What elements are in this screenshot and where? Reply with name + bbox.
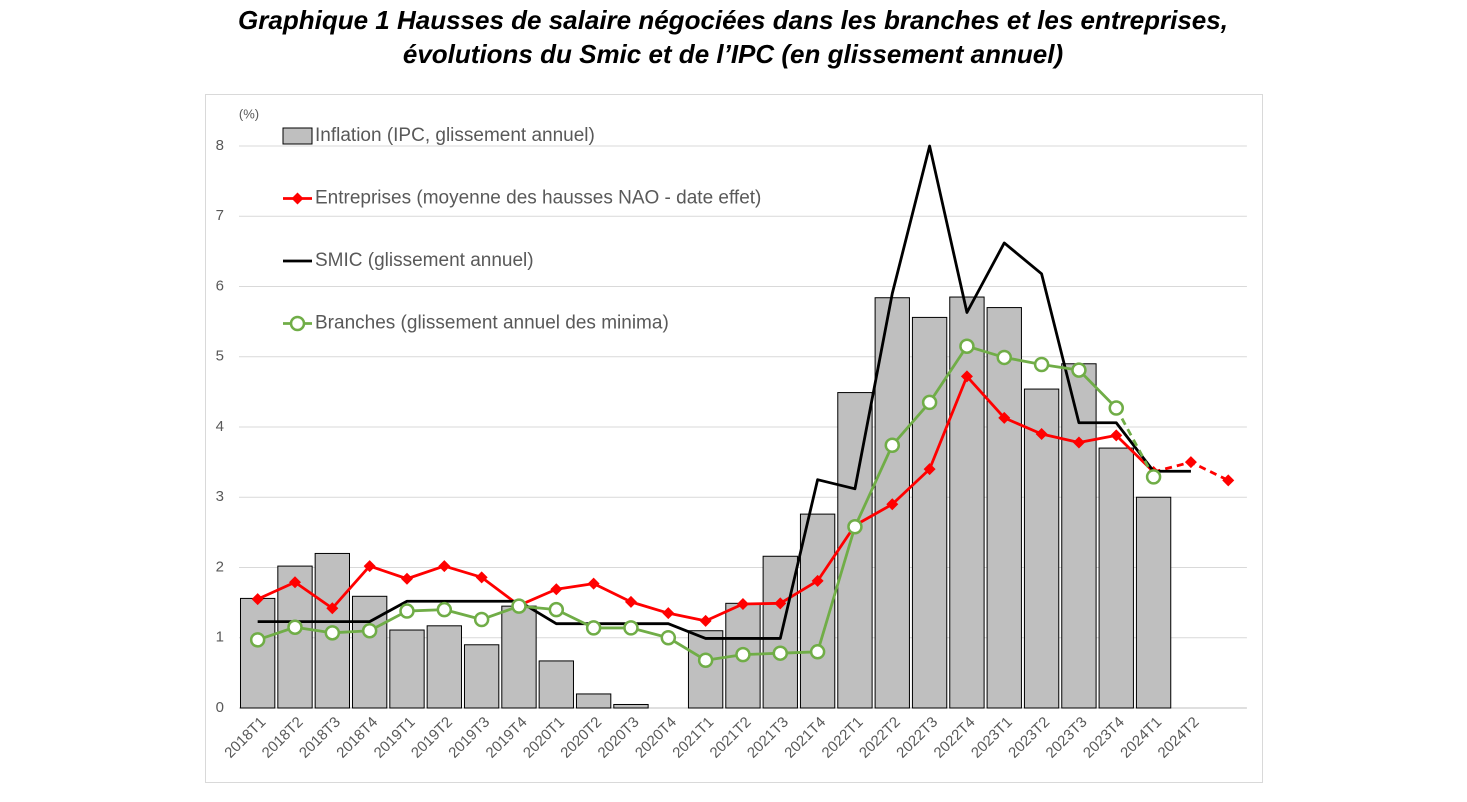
bar: [911, 316, 948, 709]
bar: [1061, 363, 1097, 709]
marker: [363, 560, 376, 573]
marker: [735, 646, 751, 663]
marker: [585, 620, 602, 636]
marker: [287, 619, 303, 635]
y-tick-label: 2: [216, 558, 224, 575]
marker: [475, 571, 488, 584]
marker: [438, 560, 451, 573]
marker: [736, 598, 749, 611]
marker: [550, 583, 563, 596]
legend-marker: [289, 315, 306, 332]
bar: [426, 625, 462, 709]
marker: [548, 601, 565, 618]
chart-subtitle: évolutions du Smic et de l’IPC (en gliss…: [403, 39, 1063, 69]
bar: [463, 644, 500, 709]
legend-swatch: [282, 127, 313, 145]
bar: [1135, 496, 1172, 709]
line-solid: [257, 144, 1191, 640]
bar: [837, 392, 873, 709]
chart-frame: [205, 94, 1263, 783]
marker: [249, 632, 266, 648]
bar: [575, 693, 612, 709]
marker: [921, 394, 938, 411]
bar: [687, 630, 724, 709]
marker: [288, 576, 301, 589]
legend-label: Branches (glissement annuel des minima): [315, 313, 669, 334]
y-tick-label: 3: [216, 488, 224, 505]
marker: [623, 620, 639, 636]
bar: [239, 597, 276, 709]
marker: [436, 601, 453, 618]
marker: [1035, 428, 1048, 441]
marker: [251, 593, 264, 606]
marker: [511, 598, 527, 614]
marker: [1145, 469, 1162, 485]
marker: [361, 622, 378, 639]
marker: [697, 652, 714, 668]
marker: [324, 625, 341, 641]
marker: [847, 519, 863, 535]
bar: [986, 307, 1022, 709]
marker: [1110, 429, 1123, 442]
marker: [1072, 436, 1085, 449]
marker: [1071, 362, 1087, 378]
marker: [624, 595, 637, 608]
marker: [886, 498, 899, 511]
marker: [772, 645, 789, 661]
y-tick-label: 1: [216, 629, 224, 646]
marker: [1108, 400, 1125, 416]
marker: [811, 574, 824, 587]
marker: [923, 463, 936, 476]
marker: [587, 577, 600, 590]
bar: [1023, 388, 1060, 709]
legend-marker: [291, 192, 304, 205]
y-tick-label: 8: [216, 137, 224, 154]
marker: [400, 572, 413, 585]
marker: [662, 607, 675, 620]
bar: [538, 660, 574, 709]
marker: [1033, 356, 1050, 373]
y-tick-label: 4: [216, 418, 224, 435]
bar: [949, 296, 985, 709]
marker: [996, 349, 1013, 366]
marker: [1184, 456, 1197, 469]
marker: [809, 644, 826, 660]
bar: [1098, 447, 1134, 709]
marker: [326, 602, 339, 615]
bar: [351, 595, 388, 709]
chart-title: Graphique 1 Hausses de salaire négociées…: [238, 5, 1228, 35]
marker: [699, 614, 712, 627]
bar: [389, 629, 425, 709]
y-axis-label: (%): [239, 106, 259, 121]
bar: [501, 605, 537, 709]
marker: [959, 338, 975, 354]
marker: [998, 411, 1011, 424]
bar: [613, 703, 649, 709]
y-tick-label: 5: [216, 348, 224, 365]
bar: [762, 555, 798, 709]
y-tick-label: 0: [216, 699, 224, 716]
line-dashed: [1115, 407, 1155, 478]
marker: [399, 603, 415, 619]
marker: [960, 370, 973, 383]
marker: [774, 597, 787, 610]
legend-label: Inflation (IPC, glissement annuel): [315, 125, 595, 146]
legend-label: Entreprises (moyenne des hausses NAO - d…: [315, 188, 761, 209]
y-tick-label: 6: [216, 277, 224, 294]
marker: [884, 437, 901, 454]
y-tick-label: 7: [216, 207, 224, 224]
marker: [660, 630, 677, 646]
x-tick-label: 2024T2: [1155, 714, 1203, 762]
legend-label: SMIC (glissement annuel): [315, 250, 534, 271]
marker: [1222, 474, 1235, 487]
marker: [473, 611, 490, 628]
